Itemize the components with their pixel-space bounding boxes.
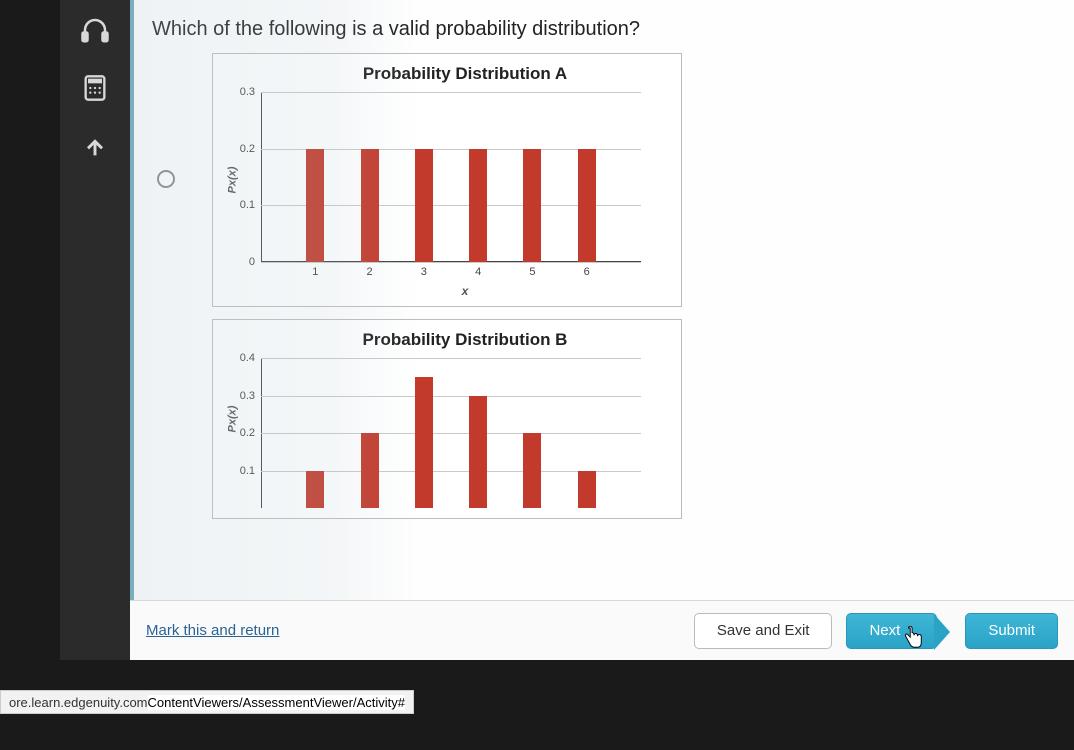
x-tick-label: 2 [367,266,373,278]
y-tick-label: 0.3 [240,390,255,402]
bar [523,433,541,508]
button-group: Save and Exit Next Submit [694,613,1058,649]
chart-card-a[interactable]: Probability Distribution A Px(x) 00.10.2… [212,53,682,307]
bar [469,396,487,509]
chart-card-b[interactable]: Probability Distribution B Px(x) 0.10.20… [212,319,682,519]
bar [578,471,596,509]
y-tick-label: 0 [249,256,255,268]
bar [415,377,433,508]
bottom-bar: Mark this and return Save and Exit Next … [130,600,1074,660]
chart-b-title: Probability Distribution B [261,330,669,350]
y-tick-label: 0.1 [240,465,255,477]
chart-a-xlabel: x [261,284,669,298]
chart-b-ylabel: Px(x) [226,406,238,433]
chart-a-title: Probability Distribution A [261,64,669,84]
y-tick-label: 0.1 [240,199,255,211]
save-and-exit-button[interactable]: Save and Exit [694,613,833,649]
url-path: ContentViewers/AssessmentViewer/Activity… [148,695,405,710]
calculator-icon[interactable] [73,68,117,108]
x-tick-label: 1 [312,266,318,278]
chart-b-plot: 0.10.20.30.4 [261,358,641,508]
x-tick-label: 4 [475,266,481,278]
x-tick-label: 3 [421,266,427,278]
submit-button[interactable]: Submit [965,613,1058,649]
y-tick-label: 0.4 [240,352,255,364]
bar [306,149,324,262]
bar [578,149,596,262]
bar [415,149,433,262]
bar [361,149,379,262]
radio-option-a[interactable] [157,170,177,190]
headphones-icon[interactable] [73,10,117,50]
x-tick-label: 5 [529,266,535,278]
y-tick-label: 0.2 [240,143,255,155]
chart-a-ylabel: Px(x) [226,167,238,194]
url-host: ore.learn.edgenuity.com [9,695,148,710]
url-status-bar: ore.learn.edgenuity.com ContentViewers/A… [0,690,414,714]
chart-stack: Probability Distribution A Px(x) 00.10.2… [212,53,682,519]
bar [523,149,541,262]
content-panel: Which of the following is a valid probab… [130,0,1074,630]
side-toolbar [60,0,130,660]
y-tick-label: 0.3 [240,86,255,98]
expand-icon[interactable] [73,126,117,166]
monitor-bezel: Which of the following is a valid probab… [0,0,1074,750]
question-text: Which of the following is a valid probab… [152,18,1056,41]
chart-a-plot: 00.10.20.3123456 [261,92,641,262]
mark-and-return-link[interactable]: Mark this and return [146,622,279,639]
bar [469,149,487,262]
x-tick-label: 6 [584,266,590,278]
bar [306,471,324,509]
next-button[interactable]: Next [846,613,937,649]
y-tick-label: 0.2 [240,427,255,439]
bar [361,433,379,508]
